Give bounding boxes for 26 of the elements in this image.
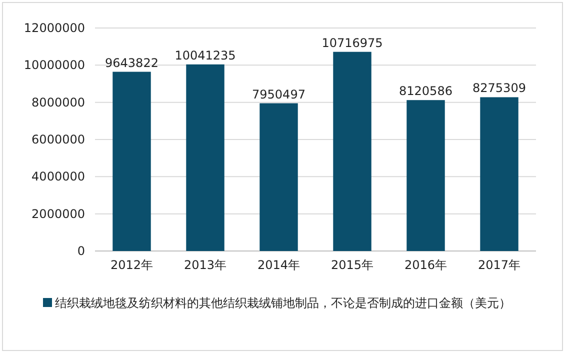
legend-label: 结织栽绒地毯及纺织材料的其他结织栽绒铺地制品，不论是否制成的进口金额（美元）	[54, 295, 512, 312]
y-tick-label: 2000000	[32, 206, 85, 221]
y-tick-label: 12000000	[24, 21, 85, 35]
bar	[333, 52, 372, 251]
bar	[480, 97, 518, 251]
data-label: 9643822	[105, 56, 158, 70]
x-tick-label: 2012年	[110, 258, 154, 272]
x-tick-label: 2015年	[330, 258, 374, 272]
y-tick-label: 6000000	[32, 132, 85, 146]
data-label: 10041235	[174, 48, 236, 62]
data-label: 10716975	[322, 36, 383, 50]
bar	[186, 64, 224, 251]
data-label: 8275309	[472, 81, 526, 96]
y-tick-label: 0	[77, 244, 85, 258]
x-tick-label: 2014年	[257, 258, 300, 272]
data-label: 8120586	[399, 84, 452, 98]
y-tick-label: 4000000	[32, 170, 85, 184]
x-tick-label: 2013年	[184, 258, 227, 272]
data-label: 7950497	[252, 87, 306, 102]
bar	[112, 72, 151, 251]
bar	[406, 100, 445, 251]
bar	[260, 103, 298, 251]
x-tick-label: 2016年	[404, 258, 448, 272]
y-tick-label: 8000000	[32, 95, 85, 110]
x-tick-label: 2017年	[478, 258, 521, 272]
y-tick-label: 10000000	[24, 58, 85, 72]
